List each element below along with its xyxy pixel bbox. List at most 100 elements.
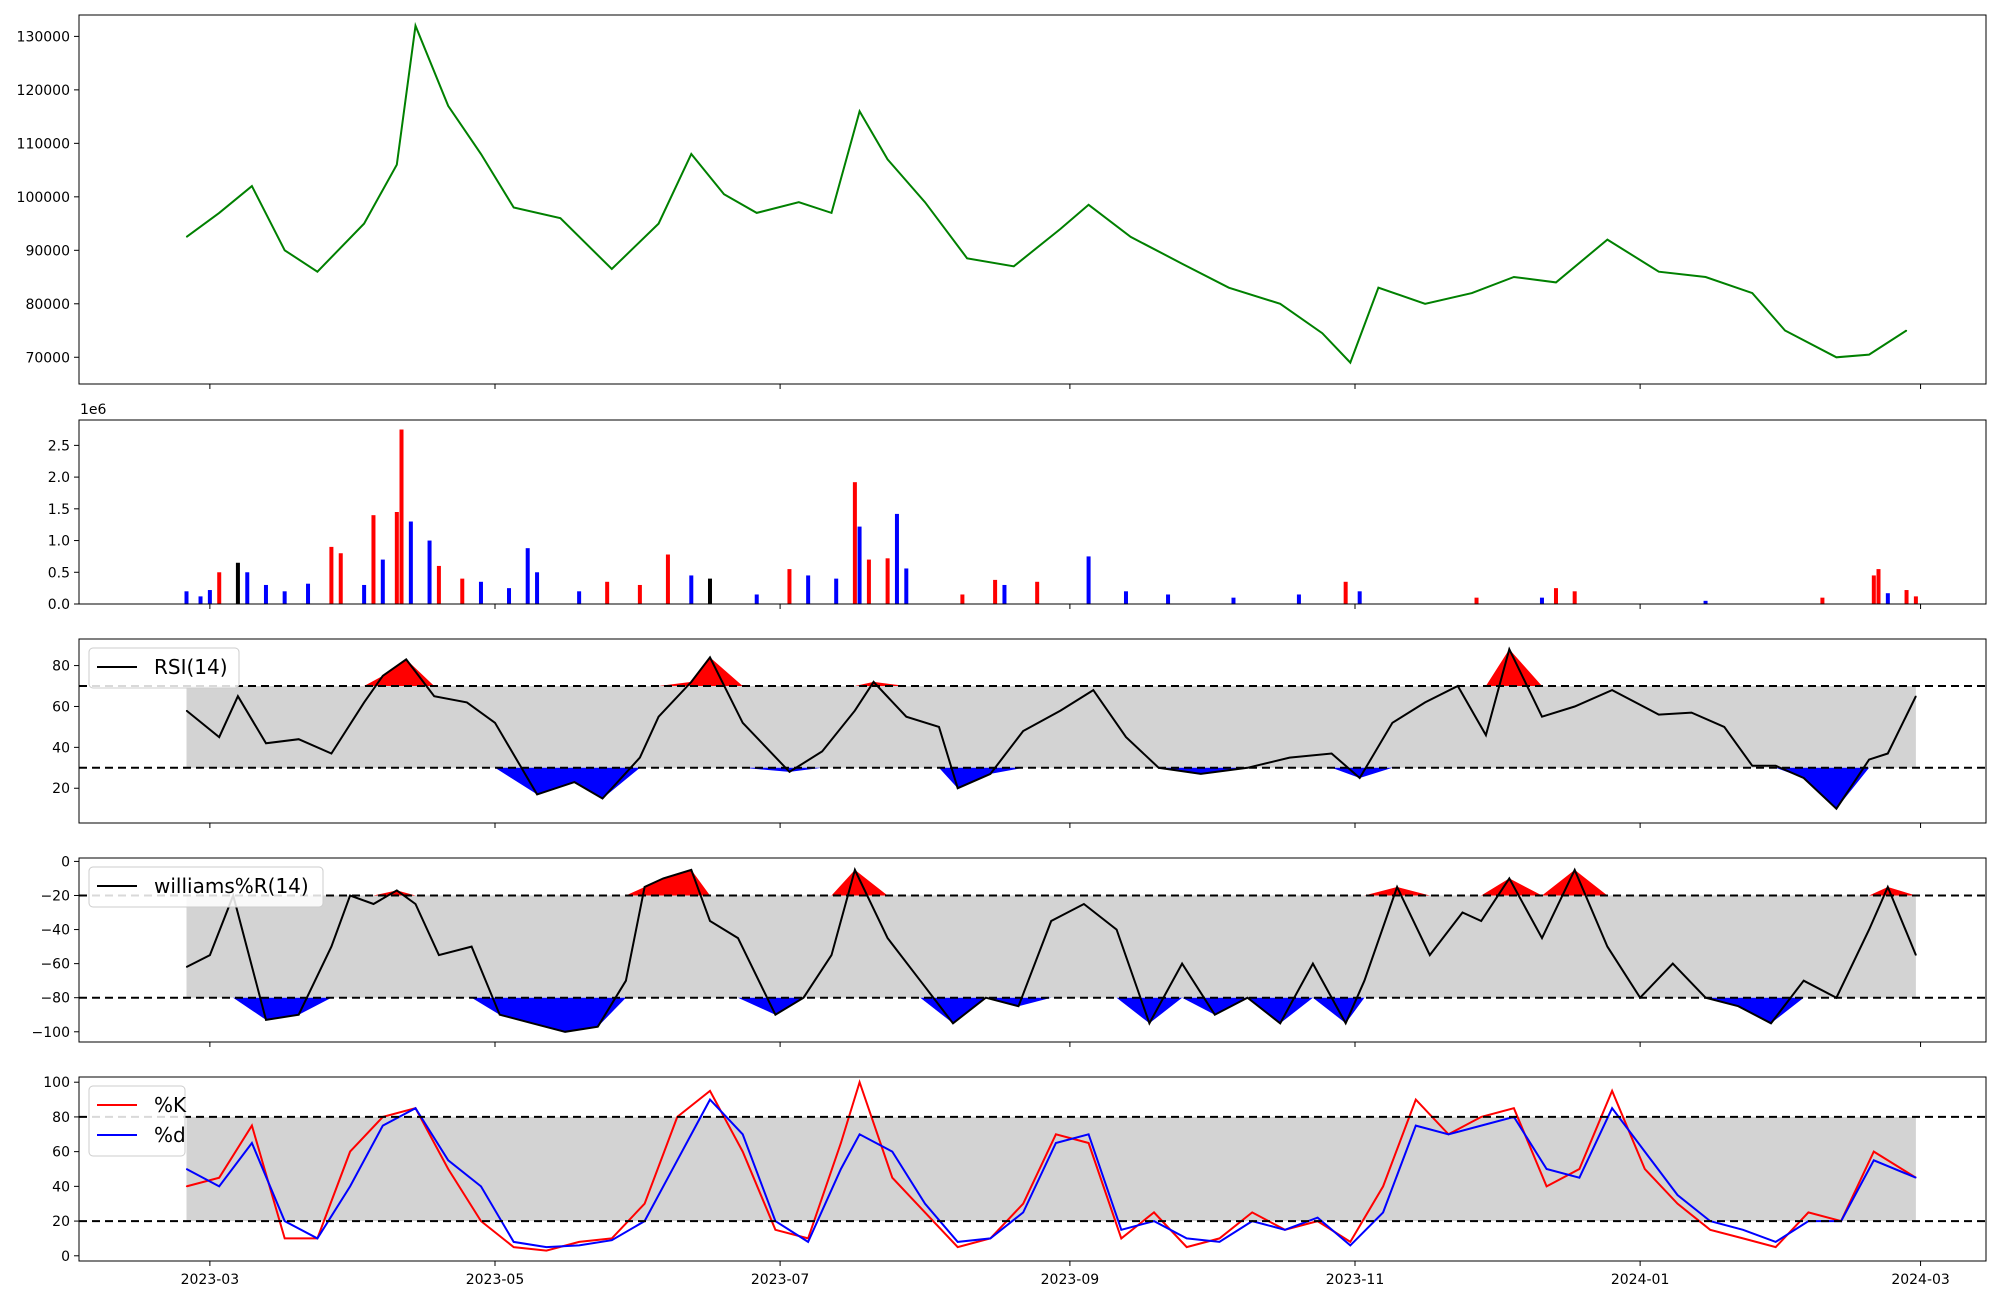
volume-bar — [1002, 584, 1007, 604]
rsi-point — [788, 771, 791, 773]
volume-bar — [885, 558, 890, 604]
price-point — [1606, 239, 1609, 241]
stochastic-point — [1644, 1151, 1646, 1153]
stochastic-point — [1546, 1168, 1548, 1170]
williams-ytick-label: −100 — [32, 1025, 70, 1041]
volume-bar — [852, 482, 857, 604]
rsi-point — [1092, 689, 1094, 691]
williams-point — [1345, 1022, 1347, 1024]
williams-point — [1461, 911, 1464, 914]
stochastic-point — [1153, 1211, 1155, 1213]
xtick-label: 2023-03 — [181, 1272, 240, 1288]
volume-bar — [1231, 597, 1236, 604]
williams-point — [414, 903, 417, 905]
price-point — [1013, 265, 1015, 267]
stochastic-point — [807, 1241, 809, 1243]
stochastic-legend-box — [88, 1085, 186, 1157]
rsi-legend-box — [88, 647, 240, 689]
price-point — [1868, 353, 1870, 356]
williams-ytick-label: −80 — [40, 991, 70, 1007]
k-legend-label: %K — [154, 1093, 187, 1117]
williams-point — [802, 997, 805, 999]
volume-bar — [866, 559, 871, 604]
price-point — [414, 25, 417, 27]
stochastic-point — [1873, 1151, 1875, 1153]
volume-bar — [1035, 581, 1040, 604]
stochastic-point — [858, 1081, 861, 1083]
volume-bar — [1296, 594, 1301, 604]
williams-point — [1363, 980, 1365, 982]
rsi-legend: RSI(14) — [88, 647, 240, 689]
williams-ytick-label: −20 — [40, 888, 70, 904]
price-point — [284, 249, 286, 251]
rsi-point — [330, 752, 332, 755]
volume-bar — [338, 553, 343, 604]
rsi-point — [1723, 726, 1725, 728]
rsi-point — [690, 681, 692, 683]
williams-point — [396, 889, 398, 891]
williams-point — [185, 966, 188, 968]
williams-point — [952, 1022, 954, 1024]
volume-bar — [460, 578, 465, 604]
price-point — [1059, 228, 1062, 230]
rsi-series-line — [185, 646, 1917, 811]
stochastic-point — [1513, 1107, 1515, 1109]
price-point — [924, 201, 926, 203]
stochastic-point — [1480, 1125, 1482, 1127]
williams-point — [1737, 1005, 1739, 1007]
price-ytick-label: 80000 — [25, 297, 70, 313]
williams-point — [1148, 1022, 1150, 1024]
williams-point — [1246, 997, 1249, 999]
williams-point — [830, 954, 833, 956]
williams-point — [1574, 869, 1576, 871]
volume-bar — [787, 569, 792, 604]
stochastic-point — [676, 1159, 678, 1161]
volume-bar — [478, 581, 483, 604]
rsi-point — [536, 793, 538, 795]
rsi-point — [433, 695, 435, 697]
price-ytick-label: 120000 — [17, 83, 70, 99]
rsi-point — [237, 695, 239, 697]
rsi-point — [821, 750, 823, 753]
stochastic-point — [1186, 1237, 1188, 1240]
williams-point — [1214, 1014, 1216, 1016]
stochastic-point — [1676, 1194, 1679, 1196]
rsi-point — [265, 742, 267, 744]
volume-bar — [894, 513, 899, 604]
williams-point — [1915, 954, 1917, 956]
volume-bar — [394, 512, 399, 604]
volume-ytick-label: 1.5 — [48, 502, 70, 518]
williams-ytick-label: −60 — [40, 957, 70, 973]
williams-point — [985, 997, 987, 999]
xtick-label: 2023-07 — [751, 1272, 810, 1288]
rsi-point — [1359, 777, 1361, 779]
stochastic-point — [611, 1237, 613, 1240]
rsi-panel: 20 40 60 80 — [52, 638, 1987, 828]
williams-point — [1396, 886, 1398, 888]
price-point — [798, 201, 800, 203]
stochastic-ytick-label: 40 — [52, 1179, 70, 1195]
rsi-point — [854, 709, 856, 712]
volume-bar — [1876, 569, 1881, 604]
stochastic-point — [709, 1098, 711, 1101]
williams-point — [1541, 937, 1543, 939]
volume-bar — [1572, 591, 1577, 604]
stochastic-point — [957, 1246, 959, 1248]
rsi-point — [639, 756, 641, 759]
stochastic-point — [742, 1133, 744, 1135]
stochastic-point — [185, 1185, 188, 1187]
rsi-point — [1541, 716, 1543, 718]
rsi-point — [1915, 695, 1917, 697]
williams-point — [1508, 877, 1510, 880]
williams-point — [1868, 928, 1870, 931]
stochastic-point — [545, 1249, 548, 1252]
williams-point — [1050, 920, 1052, 922]
stochastic-point — [1186, 1246, 1188, 1248]
volume-bar — [1086, 556, 1091, 604]
rsi-point — [1200, 773, 1202, 775]
rsi-oversold-fill — [186, 767, 1916, 809]
williams-point — [1672, 963, 1674, 965]
rsi-ytick-label: 60 — [52, 699, 70, 715]
price-point — [1658, 271, 1660, 273]
stochastic-point — [840, 1142, 842, 1144]
